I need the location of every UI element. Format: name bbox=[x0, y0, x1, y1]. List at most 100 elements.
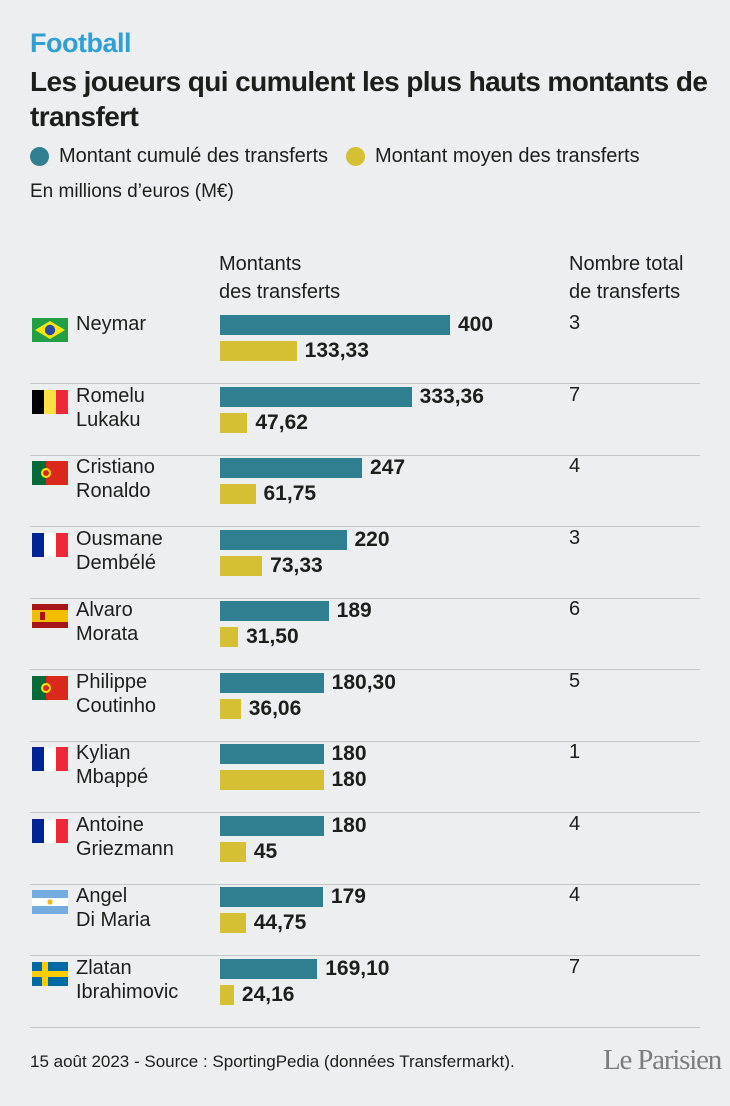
transfer-count: 4 bbox=[569, 812, 581, 835]
transfer-count: 7 bbox=[569, 383, 581, 406]
table-row: Cristiano Ronaldo 247 61,75 4 bbox=[30, 455, 700, 527]
data-label-average: 61,75 bbox=[263, 482, 317, 505]
bar-total bbox=[220, 958, 318, 979]
data-label-average: 73,33 bbox=[270, 553, 323, 577]
france-flag bbox=[32, 818, 68, 843]
bar-total bbox=[220, 315, 450, 335]
data-label-average: 133,33 bbox=[304, 339, 369, 362]
data-label-total: 180 bbox=[331, 813, 367, 837]
bar-total bbox=[220, 386, 412, 407]
bar-total bbox=[220, 744, 324, 764]
player-last-name: Di Maria bbox=[76, 909, 151, 931]
legend: Montant cumulé des transferts Montant mo… bbox=[30, 145, 658, 168]
player-name: Antoine Griezmann bbox=[76, 813, 216, 861]
data-label-total: 220 bbox=[354, 527, 390, 551]
bar-total bbox=[220, 601, 329, 621]
player-name: Ousmane Dembélé bbox=[76, 527, 216, 575]
player-last-name: Ibrahimovic bbox=[76, 980, 179, 1003]
player-first-name: Antoine bbox=[76, 813, 144, 836]
bar-average bbox=[220, 770, 324, 790]
legend-swatch-total bbox=[30, 147, 49, 166]
transfer-count: 5 bbox=[569, 669, 581, 692]
sweden-flag bbox=[32, 961, 68, 986]
player-first-name: Angel bbox=[76, 885, 128, 907]
player-first-name: Neymar bbox=[76, 313, 147, 335]
column-header-count-line1: Nombre total bbox=[569, 253, 684, 275]
player-first-name: Philippe bbox=[76, 670, 148, 693]
source-note: 15 août 2023 - Source : SportingPedia (d… bbox=[30, 1052, 515, 1071]
bar-average bbox=[220, 913, 246, 933]
legend-label-total: Montant cumulé des transferts bbox=[59, 145, 329, 167]
table-row: Romelu Lukaku 333,36 47,62 7 bbox=[30, 384, 700, 456]
bar-total bbox=[220, 672, 324, 693]
player-first-name: Kylian bbox=[76, 742, 131, 764]
player-first-name: Zlatan bbox=[76, 956, 132, 979]
data-label-average: 45 bbox=[253, 839, 278, 863]
data-label-average: 36,06 bbox=[248, 696, 302, 720]
data-label-average: 44,75 bbox=[253, 911, 307, 934]
table-row: Antoine Griezmann 180 45 4 bbox=[30, 813, 700, 885]
data-label-total: 180,30 bbox=[331, 670, 396, 694]
kicker: Football bbox=[30, 28, 131, 58]
data-label-average: 31,50 bbox=[246, 625, 299, 648]
france-flag bbox=[32, 747, 68, 771]
player-name: Zlatan Ibrahimovic bbox=[76, 956, 216, 1004]
data-label-total: 400 bbox=[458, 313, 494, 336]
bar-average bbox=[220, 841, 246, 862]
table-row: Philippe Coutinho 180,30 36,06 5 bbox=[30, 670, 700, 742]
belgium-flag bbox=[32, 389, 68, 414]
argentina-flag bbox=[32, 890, 68, 914]
data-label-total: 189 bbox=[336, 599, 372, 622]
player-name: Cristiano Ronaldo bbox=[76, 455, 216, 503]
data-label-total: 169,10 bbox=[325, 956, 390, 980]
data-label-average: 47,62 bbox=[255, 410, 308, 434]
bar-average bbox=[220, 698, 241, 719]
data-label-average: 24,16 bbox=[241, 982, 295, 1006]
column-header-amounts: Montants des transferts bbox=[219, 250, 419, 306]
column-header-amounts-line2: des transferts bbox=[219, 281, 341, 303]
bar-average bbox=[220, 484, 256, 504]
column-header-amounts-line1: Montants bbox=[219, 253, 302, 275]
table-row: Ousmane Dembélé 220 73,33 3 bbox=[30, 527, 700, 599]
player-name: Philippe Coutinho bbox=[76, 670, 216, 718]
bar-average bbox=[220, 412, 248, 433]
table-row: Neymar 400 133,33 3 bbox=[30, 312, 700, 384]
player-first-name: Romelu bbox=[76, 384, 145, 407]
table-row: Zlatan Ibrahimovic 169,10 24,16 7 bbox=[30, 956, 700, 1028]
player-first-name: Ousmane bbox=[76, 527, 163, 550]
player-last-name: Lukaku bbox=[76, 408, 141, 431]
data-label-total: 247 bbox=[370, 456, 406, 479]
france-flag bbox=[32, 532, 68, 557]
portugal-flag bbox=[32, 461, 68, 485]
player-last-name: Coutinho bbox=[76, 694, 157, 717]
player-last-name: Ronaldo bbox=[76, 480, 151, 502]
bar-average bbox=[220, 555, 263, 576]
table-row: Angel Di Maria 179 44,75 4 bbox=[30, 884, 700, 956]
bar-total bbox=[220, 529, 347, 550]
chart-rows: Neymar 400 133,33 3 Romelu Lukaku 333,36 47,62 7… bbox=[30, 0, 700, 1106]
brazil-flag bbox=[32, 318, 68, 342]
player-name: Alvaro Morata bbox=[76, 598, 216, 646]
player-first-name: Cristiano bbox=[76, 456, 155, 478]
player-name: Angel Di Maria bbox=[76, 884, 216, 932]
player-last-name: Dembélé bbox=[76, 551, 157, 574]
chart-title: Les joueurs qui cumulent les plus hauts … bbox=[30, 66, 708, 132]
column-header-count-line2: de transferts bbox=[569, 281, 681, 303]
player-name: Kylian Mbappé bbox=[76, 741, 216, 789]
transfer-count: 3 bbox=[569, 526, 581, 549]
portugal-flag bbox=[32, 675, 68, 700]
column-header-count: Nombre total de transferts bbox=[569, 250, 719, 306]
transfer-count: 4 bbox=[569, 455, 581, 477]
spain-flag bbox=[32, 604, 68, 628]
bar-average bbox=[220, 984, 234, 1005]
bar-average bbox=[220, 627, 239, 647]
table-row: Kylian Mbappé 180 180 1 bbox=[30, 741, 700, 813]
player-name: Neymar bbox=[76, 312, 216, 336]
transfer-count: 4 bbox=[569, 884, 581, 906]
transfer-count: 6 bbox=[569, 598, 581, 620]
data-label-total: 180 bbox=[331, 742, 367, 765]
player-last-name: Morata bbox=[76, 623, 139, 645]
data-label-total: 179 bbox=[330, 885, 366, 908]
bar-total bbox=[220, 887, 323, 907]
unit-label: En millions d’euros (M€) bbox=[30, 181, 234, 202]
